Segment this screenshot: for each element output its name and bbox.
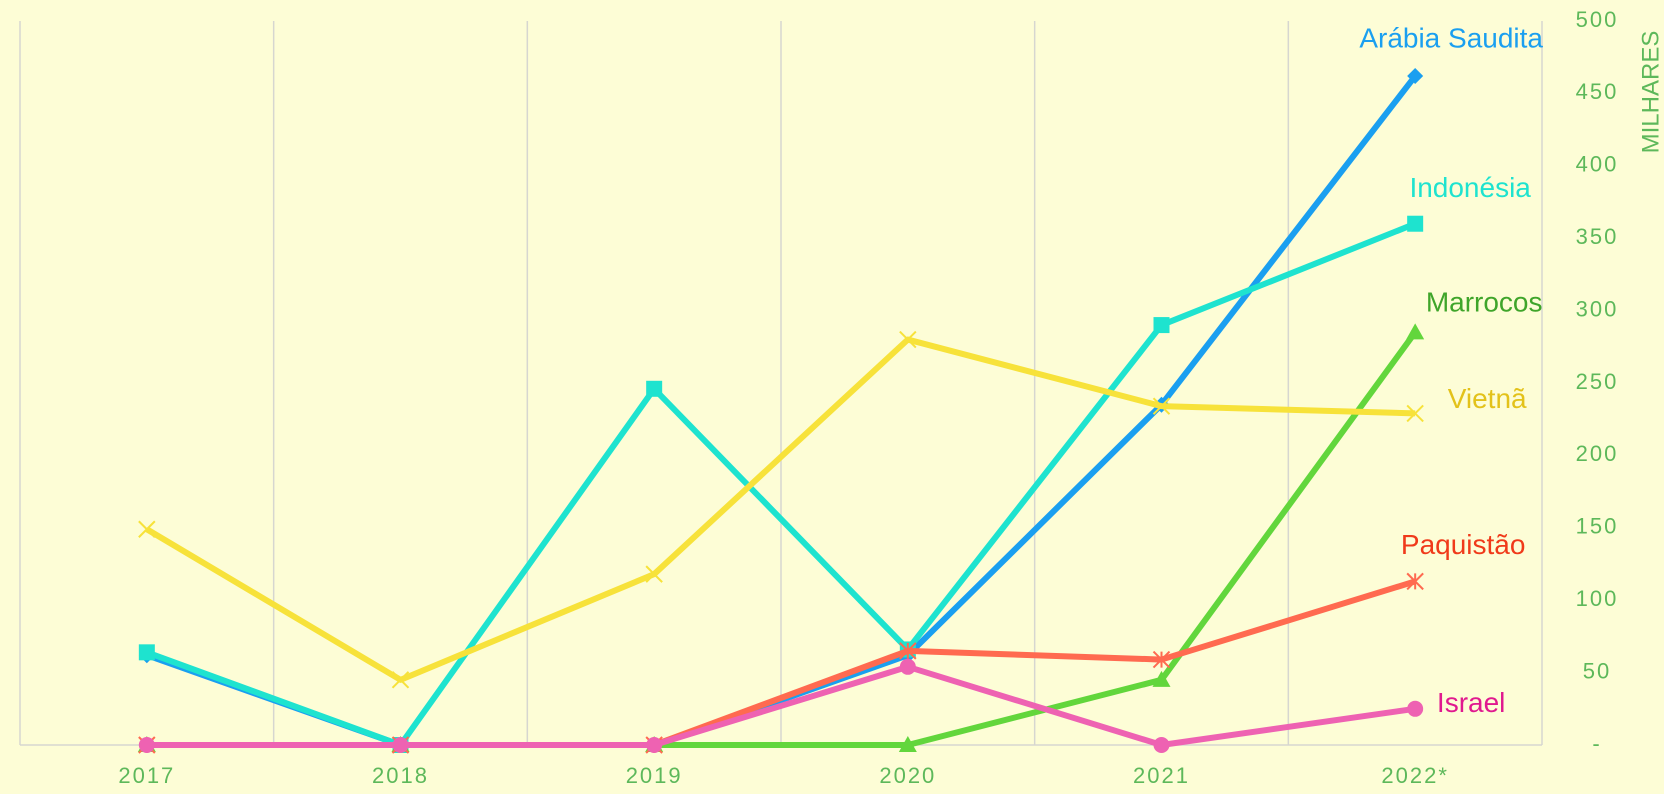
marker (898, 736, 917, 752)
series-line (145, 336, 1416, 683)
y-tick-label: 100 (1576, 586, 1619, 611)
marker-shape (1406, 572, 1424, 591)
marker (899, 642, 917, 660)
marker-shape (138, 737, 155, 753)
x-tick-label: 2019 (626, 763, 683, 788)
marker-shape (392, 737, 409, 753)
marker-shape (898, 736, 917, 752)
marker (138, 737, 155, 753)
y-tick-label: 250 (1576, 369, 1619, 394)
marker-shape (391, 671, 410, 689)
marker-shape (1407, 700, 1424, 717)
marker-shape (1152, 397, 1171, 415)
y-tick-label: 500 (1576, 7, 1619, 32)
marker (899, 658, 916, 675)
marker (391, 671, 410, 689)
marker-shape (1407, 215, 1424, 232)
marker-shape (1407, 68, 1424, 85)
y-tick-label: 150 (1576, 514, 1619, 539)
marker-shape (1152, 670, 1171, 687)
series-label: Marrocos (1426, 287, 1543, 318)
marker (392, 737, 409, 753)
series-label: Paquistão (1401, 529, 1526, 560)
marker-shape (1406, 323, 1425, 340)
x-tick-label: 2022* (1381, 763, 1449, 788)
marker-shape (899, 330, 917, 349)
marker (1152, 650, 1171, 669)
series-line (145, 220, 1417, 748)
marker-shape (1153, 737, 1170, 753)
series-label: Arábia Saudita (1359, 22, 1543, 53)
marker (645, 565, 663, 583)
x-tick-label: 2021 (1133, 763, 1190, 788)
x-tick-label: 2020 (879, 763, 936, 788)
marker-shape (138, 644, 155, 661)
series-label: Indonésia (1409, 172, 1531, 203)
x-tick-label: 2017 (118, 763, 175, 788)
marker-shape (1406, 404, 1424, 423)
y-tick-label: - (1592, 731, 1601, 756)
y-tick-label: 450 (1576, 79, 1619, 104)
marker (1406, 572, 1424, 591)
marker (138, 520, 156, 538)
marker (1407, 68, 1424, 85)
marker-shape (1153, 317, 1170, 334)
y-tick-label: 300 (1576, 296, 1619, 321)
marker (646, 737, 663, 753)
marker (646, 380, 663, 397)
y-tick-label: 400 (1576, 152, 1619, 177)
marker-shape (138, 520, 156, 538)
x-tick-label: 2018 (372, 763, 429, 788)
y-tick-label: 200 (1576, 441, 1619, 466)
series-label: Vietnã (1448, 383, 1527, 414)
series-label: Israel (1437, 687, 1505, 718)
marker (899, 330, 917, 349)
marker-shape (1152, 650, 1171, 669)
marker (1406, 404, 1424, 423)
marker-shape (646, 380, 663, 397)
marker-shape (646, 737, 663, 753)
marker (1407, 700, 1424, 717)
marker-shape (645, 565, 663, 583)
marker (138, 644, 155, 661)
marker (1153, 317, 1170, 334)
y-axis-label: MILHARES (1637, 31, 1664, 154)
marker-shape (899, 642, 917, 660)
marker (1153, 737, 1170, 753)
y-tick-label: 350 (1576, 224, 1619, 249)
y-tick-label: 50 (1583, 658, 1611, 683)
series-line (146, 663, 1416, 748)
marker (1152, 397, 1171, 415)
marker (1152, 670, 1171, 687)
marker (1406, 323, 1425, 340)
marker-shape (899, 658, 916, 675)
marker (1407, 215, 1424, 232)
